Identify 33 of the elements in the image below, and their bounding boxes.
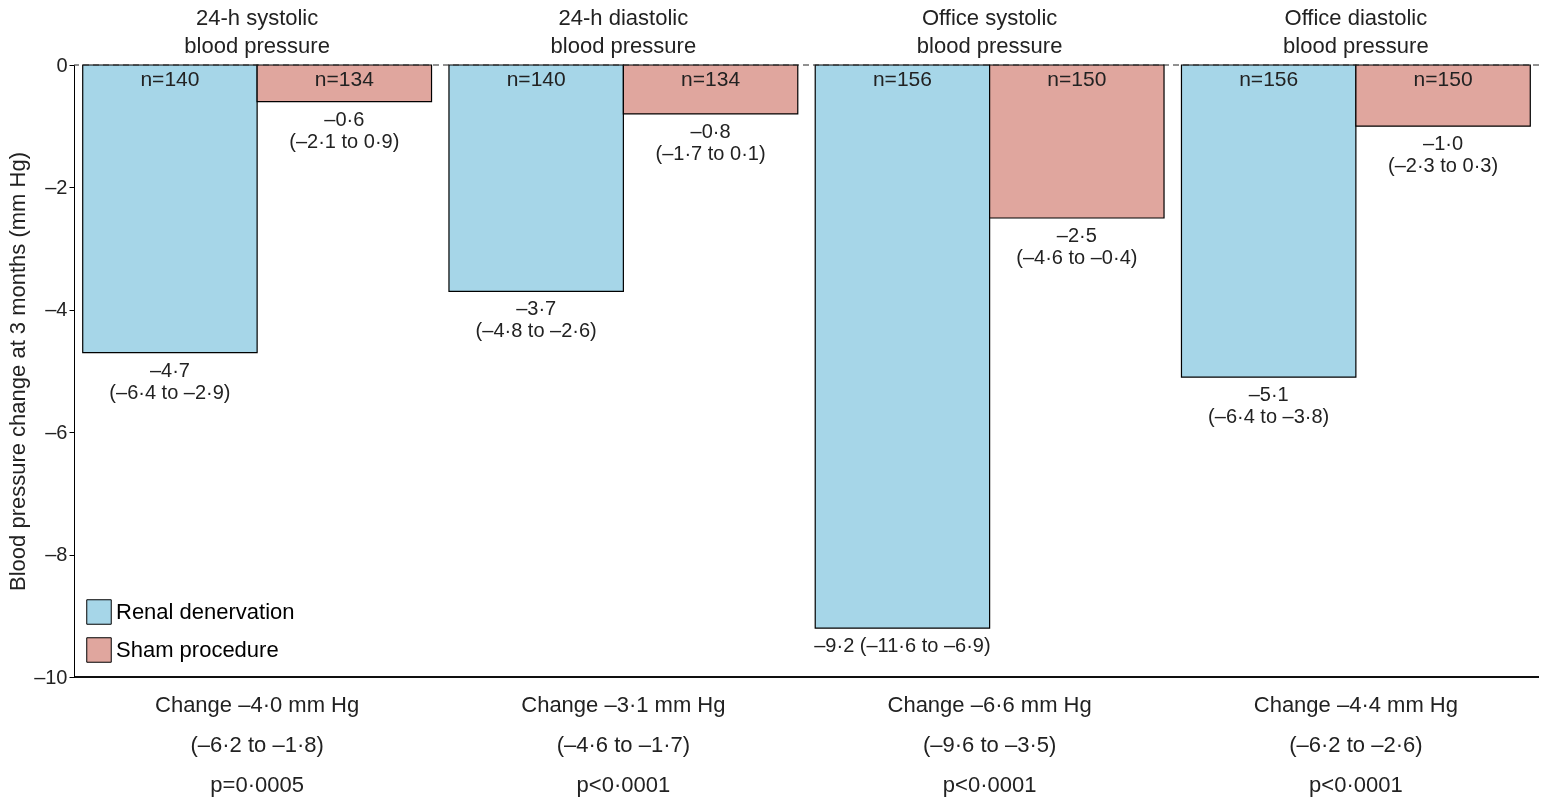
x-tick-label: 24-h diastolic blood pressure	[550, 4, 697, 58]
annotation: n=150	[1047, 67, 1107, 90]
y-tick-label: –8	[45, 543, 68, 566]
data-label: –5·1 (–6·4 to –3·8)	[1208, 383, 1330, 428]
annotation: n=134	[681, 67, 741, 90]
text: Change –4·4 mm Hg (–6·2 to –2·6) p<0·0001	[1253, 692, 1458, 797]
text: Change –6·6 mm Hg (–9·6 to –3·5) p<0·0001	[887, 692, 1092, 797]
y-tick-label: –2	[45, 175, 68, 198]
x-tick-label: Office diastolic blood pressure	[1283, 4, 1429, 58]
x-tick-label: 24-h systolic blood pressure	[184, 4, 330, 58]
data-label: –4·7 (–6·4 to –2·9)	[109, 358, 231, 403]
annotation: n=156	[1239, 67, 1299, 90]
annotation: n=140	[140, 67, 200, 90]
annotation: n=140	[506, 67, 566, 90]
data-label: –0·6 (–2·1 to 0·9)	[289, 107, 400, 152]
legend-label: Sham procedure	[116, 637, 279, 662]
data-label: –3·7 (–4·8 to –2·6)	[475, 297, 597, 342]
x-tick-label: Office systolic blood pressure	[916, 4, 1063, 58]
y-tick-label: –4	[45, 298, 68, 321]
annotation: n=156	[872, 67, 932, 90]
data-label: –1·0 (–2·3 to 0·3)	[1388, 132, 1499, 177]
data-label: –2·5 (–4·6 to –0·4)	[1016, 224, 1138, 268]
y-axis-title: Blood pressure change at 3 months (mm Hg)	[5, 152, 31, 591]
data-label: –9·2 (–11·6 to –6·9)	[814, 634, 991, 657]
y-tick-label: 0	[56, 53, 68, 76]
annotation: n=150	[1413, 67, 1473, 90]
y-tick-label: –6	[45, 420, 68, 443]
legend-label: Renal denervation	[116, 599, 295, 624]
data-label: –0·8 (–1·7 to 0·1)	[655, 119, 766, 164]
text: Change –4·0 mm Hg (–6·2 to –1·8) p=0·0005	[155, 692, 360, 797]
annotation: n=134	[314, 67, 375, 90]
y-tick-label: –10	[34, 665, 68, 688]
text: Change –3·1 mm Hg (–4·6 to –1·7) p<0·0001	[521, 692, 726, 797]
